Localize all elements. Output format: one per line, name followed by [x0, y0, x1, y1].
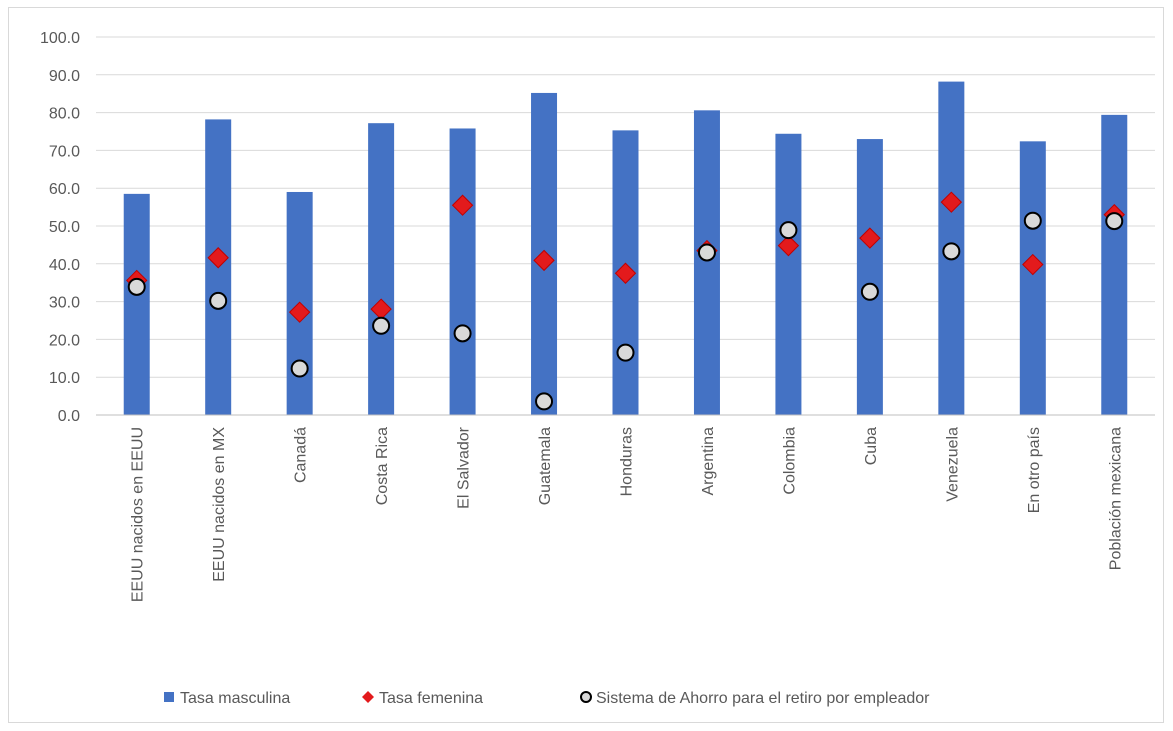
y-tick-label: 70.0: [49, 143, 80, 160]
gridlines: [96, 36, 1155, 378]
circle-marker: [697, 243, 716, 262]
bar: [368, 123, 395, 416]
legend-label: Tasa masculina: [180, 690, 290, 707]
x-tick-label: Cuba: [863, 427, 880, 465]
x-tick-label: El Salvador: [456, 426, 473, 508]
bar: [856, 139, 883, 415]
marker-series: [126, 191, 1125, 411]
bar-series: [123, 81, 1128, 416]
diamond-marker: [288, 301, 311, 323]
diamond-marker: [859, 227, 881, 249]
x-tick-label: Guatemala: [537, 427, 554, 505]
legend: Tasa masculina Tasa femenina Sistema de Ah…: [164, 690, 930, 707]
x-tick-label: Honduras: [619, 427, 636, 496]
circle-marker: [1023, 211, 1042, 230]
legend-swatch-diamond: [362, 691, 374, 703]
x-tick-label: Venezuela: [944, 427, 961, 502]
diamond-marker: [451, 194, 474, 216]
x-tick-label: En otro país: [1026, 427, 1043, 513]
x-tick-label: Población mexicana: [1107, 427, 1124, 570]
x-tick-label: Canadá: [293, 427, 310, 483]
y-axis-ticks: 0.0 10.0 20.0 30.0 40.0 50.0 60.0 70.0 80.0 90.0 1…: [40, 30, 80, 425]
x-tick-label: EEUU nacidos en MX: [211, 427, 228, 582]
y-tick-label: 100.0: [40, 30, 80, 47]
circle-marker: [372, 316, 391, 335]
circle-marker: [127, 277, 146, 296]
x-tick-label: Costa Rica: [374, 427, 391, 505]
bar: [693, 110, 720, 415]
diamond-marker: [207, 247, 229, 269]
diamond-marker: [1022, 253, 1044, 276]
diamond-marker: [614, 262, 637, 284]
circle-marker: [779, 221, 798, 240]
y-tick-label: 30.0: [49, 295, 80, 312]
circle-marker: [942, 242, 961, 261]
legend-swatch-bar: [164, 692, 174, 702]
y-tick-label: 90.0: [49, 68, 80, 85]
diamond-marker: [777, 234, 800, 257]
legend-label: Sistema de Ahorro para el retiro por emp…: [596, 690, 930, 707]
circle-marker: [290, 359, 309, 378]
circle-marker: [453, 324, 472, 343]
chart-frame: [8, 7, 1164, 723]
y-tick-label: 0.0: [58, 408, 80, 425]
bar: [775, 133, 802, 415]
x-tick-label: Colombia: [781, 427, 798, 495]
y-tick-label: 20.0: [49, 332, 80, 349]
x-axis-ticks: EEUU nacidos en EEUU EEUU nacidos en MX Ca…: [130, 426, 1125, 602]
y-tick-label: 10.0: [49, 370, 80, 387]
circle-marker: [860, 282, 879, 301]
y-tick-label: 40.0: [49, 257, 80, 274]
y-tick-label: 80.0: [49, 106, 80, 123]
x-tick-label: Argentina: [700, 427, 717, 496]
circle-marker: [1105, 212, 1124, 231]
legend-swatch-circle: [580, 691, 592, 703]
bar: [123, 193, 150, 415]
y-tick-label: 50.0: [49, 219, 80, 236]
bar: [1019, 141, 1046, 415]
bar: [1101, 114, 1128, 416]
y-tick-label: 60.0: [49, 181, 80, 198]
legend-label: Tasa femenina: [379, 690, 483, 707]
x-tick-label: EEUU nacidos en EEUU: [130, 427, 147, 602]
circle-marker: [535, 392, 554, 411]
diamond-marker: [940, 191, 963, 213]
diamond-marker: [533, 249, 555, 272]
circle-marker: [209, 291, 228, 310]
bar: [449, 128, 476, 415]
circle-marker: [616, 343, 635, 362]
